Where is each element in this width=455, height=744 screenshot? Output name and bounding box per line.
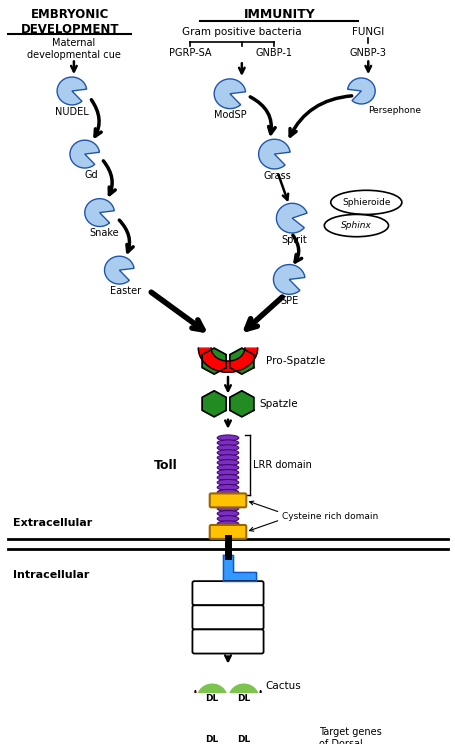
FancyBboxPatch shape	[192, 581, 263, 606]
Circle shape	[197, 726, 227, 744]
Text: NUDEL: NUDEL	[55, 106, 89, 117]
Text: Extracellular: Extracellular	[13, 518, 92, 527]
Ellipse shape	[217, 521, 238, 527]
Text: DL: DL	[237, 735, 250, 744]
Text: Maternal
developmental cue: Maternal developmental cue	[27, 38, 121, 60]
Ellipse shape	[330, 190, 401, 214]
Text: Cysteine rich domain: Cysteine rich domain	[282, 512, 378, 521]
Text: Pro-Spatzle: Pro-Spatzle	[265, 356, 324, 366]
Text: Intracellular: Intracellular	[13, 570, 89, 580]
Text: EMBRYONIC
DEVELOPMENT: EMBRYONIC DEVELOPMENT	[20, 8, 119, 36]
Ellipse shape	[217, 464, 238, 470]
Polygon shape	[276, 203, 306, 233]
Text: PGRP-SA: PGRP-SA	[169, 48, 211, 58]
Ellipse shape	[217, 440, 238, 446]
FancyBboxPatch shape	[209, 525, 246, 539]
Polygon shape	[214, 79, 245, 109]
Ellipse shape	[217, 450, 238, 455]
Polygon shape	[85, 199, 114, 226]
Polygon shape	[195, 690, 260, 716]
Text: SPE: SPE	[279, 296, 298, 306]
Polygon shape	[229, 348, 253, 374]
Ellipse shape	[217, 516, 238, 522]
Text: Persephone: Persephone	[368, 106, 420, 115]
Text: Spatzle: Spatzle	[259, 399, 298, 408]
Polygon shape	[273, 265, 304, 295]
Circle shape	[228, 684, 258, 712]
Text: GNBP-1: GNBP-1	[255, 48, 292, 58]
Circle shape	[197, 684, 227, 712]
Polygon shape	[202, 348, 226, 374]
Polygon shape	[229, 391, 253, 417]
Text: DL: DL	[205, 693, 218, 702]
Ellipse shape	[217, 455, 238, 461]
Text: Tube: Tube	[215, 612, 240, 622]
FancyBboxPatch shape	[209, 493, 246, 507]
Text: IMMUNITY: IMMUNITY	[243, 8, 314, 22]
Text: Pelle: Pelle	[215, 636, 240, 647]
Text: Sphinx: Sphinx	[340, 221, 371, 230]
Text: Gd: Gd	[85, 170, 98, 180]
Polygon shape	[70, 140, 99, 168]
Ellipse shape	[324, 214, 388, 237]
Polygon shape	[347, 78, 374, 104]
Text: Spirit: Spirit	[281, 235, 306, 245]
Ellipse shape	[217, 490, 238, 496]
FancyBboxPatch shape	[192, 606, 263, 629]
Text: FUNGI: FUNGI	[351, 27, 384, 37]
Text: Easter: Easter	[110, 286, 141, 296]
Ellipse shape	[217, 435, 238, 440]
Text: GNBP-3: GNBP-3	[349, 48, 386, 58]
Text: Target genes
of Dorsal: Target genes of Dorsal	[318, 727, 381, 744]
Text: MyD88: MyD88	[209, 589, 246, 598]
Text: DL: DL	[237, 693, 250, 702]
Ellipse shape	[217, 469, 238, 475]
Text: Sphieroide: Sphieroide	[341, 198, 389, 207]
Text: DL: DL	[205, 735, 218, 744]
Text: Gram positive bacteria: Gram positive bacteria	[182, 27, 301, 37]
Polygon shape	[198, 348, 257, 372]
Ellipse shape	[217, 479, 238, 485]
Ellipse shape	[217, 484, 238, 490]
Text: ModSP: ModSP	[213, 110, 246, 121]
Text: Toll: Toll	[154, 458, 177, 472]
Ellipse shape	[217, 510, 238, 516]
Polygon shape	[258, 139, 289, 169]
Text: Cactus: Cactus	[265, 681, 301, 691]
Ellipse shape	[217, 475, 238, 481]
Polygon shape	[57, 77, 86, 105]
FancyBboxPatch shape	[192, 629, 263, 653]
Ellipse shape	[217, 505, 238, 512]
Text: LRR domain: LRR domain	[252, 460, 311, 470]
Text: Snake: Snake	[90, 228, 119, 238]
Polygon shape	[104, 256, 134, 284]
Text: Grass: Grass	[263, 171, 291, 181]
Polygon shape	[202, 391, 226, 417]
Ellipse shape	[217, 460, 238, 466]
Ellipse shape	[217, 445, 238, 451]
Polygon shape	[222, 555, 255, 581]
Circle shape	[228, 726, 258, 744]
